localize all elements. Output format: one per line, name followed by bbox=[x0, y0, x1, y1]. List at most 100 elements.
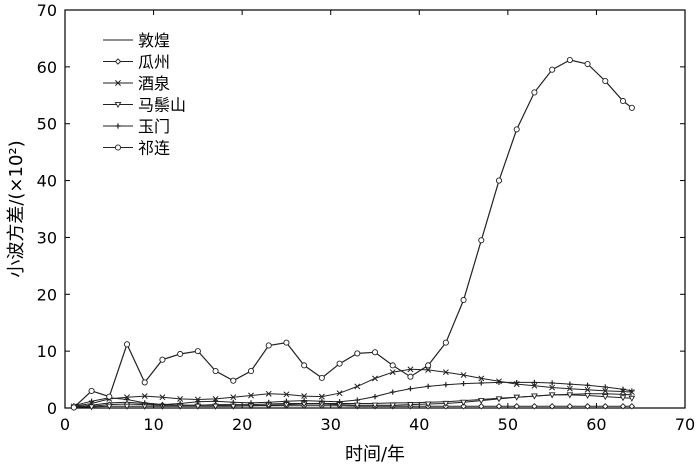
data-point bbox=[584, 60, 591, 68]
series-5 bbox=[70, 56, 635, 411]
data-point bbox=[460, 380, 467, 387]
data-point bbox=[566, 56, 573, 64]
data-point bbox=[407, 373, 414, 380]
data-point bbox=[70, 404, 77, 411]
data-point bbox=[265, 390, 272, 397]
data-point bbox=[460, 403, 467, 410]
data-point bbox=[443, 382, 449, 388]
data-point bbox=[105, 403, 113, 410]
data-point bbox=[390, 389, 396, 395]
data-point bbox=[602, 387, 609, 394]
data-point bbox=[248, 400, 254, 406]
legend-item: 酒泉 bbox=[103, 74, 170, 93]
data-point bbox=[460, 372, 467, 378]
data-point bbox=[142, 400, 148, 406]
data-point bbox=[407, 366, 414, 373]
data-point bbox=[301, 362, 308, 369]
data-point bbox=[478, 403, 485, 410]
data-point bbox=[620, 386, 626, 392]
data-point bbox=[566, 403, 574, 410]
x-tick-label: 70 bbox=[675, 415, 695, 434]
data-point bbox=[230, 394, 237, 401]
data-point bbox=[88, 404, 95, 411]
data-point bbox=[114, 58, 122, 65]
legend-label: 玉门 bbox=[138, 117, 170, 136]
data-point bbox=[159, 401, 166, 408]
data-point bbox=[248, 392, 254, 399]
data-point bbox=[566, 385, 573, 392]
legend-item: 瓜州 bbox=[103, 53, 170, 72]
data-point bbox=[513, 403, 520, 410]
data-point bbox=[194, 348, 201, 355]
data-point bbox=[354, 350, 361, 357]
data-point bbox=[123, 403, 131, 410]
series-2 bbox=[70, 366, 635, 410]
x-tick-label: 50 bbox=[498, 415, 518, 434]
y-tick-label: 0 bbox=[47, 399, 57, 418]
x-tick-label: 60 bbox=[586, 415, 606, 434]
legend-item: 敦煌 bbox=[103, 31, 170, 50]
data-point bbox=[114, 144, 122, 151]
y-tick-label: 40 bbox=[37, 172, 57, 191]
data-point bbox=[371, 402, 379, 409]
x-tick-label: 20 bbox=[232, 415, 252, 434]
data-point bbox=[549, 380, 555, 386]
x-axis-title: 时间/年 bbox=[345, 444, 405, 465]
data-point bbox=[159, 356, 166, 363]
data-point bbox=[115, 123, 121, 129]
data-point bbox=[354, 383, 361, 390]
data-point bbox=[478, 237, 485, 244]
data-point bbox=[425, 362, 432, 369]
x-tick-label: 10 bbox=[143, 415, 163, 434]
x-tick-label: 30 bbox=[321, 415, 341, 434]
axis-ticks: 0 10 20 30 40 50 60 70 0 10 20 30 40 50 60 70 bbox=[37, 1, 696, 434]
data-point bbox=[88, 398, 95, 404]
data-point bbox=[514, 379, 520, 386]
data-point bbox=[177, 395, 184, 402]
data-point bbox=[628, 395, 636, 402]
data-point bbox=[353, 402, 361, 409]
data-point bbox=[531, 382, 538, 389]
data-point bbox=[442, 339, 449, 346]
data-point bbox=[477, 398, 485, 405]
data-point bbox=[372, 394, 378, 400]
data-point bbox=[478, 375, 485, 382]
data-point bbox=[495, 177, 503, 184]
data-point bbox=[389, 362, 396, 369]
data-point bbox=[628, 403, 636, 410]
data-point bbox=[619, 97, 627, 105]
data-point bbox=[513, 394, 521, 401]
x-tick-label: 0 bbox=[60, 415, 70, 434]
data-point bbox=[283, 398, 290, 404]
data-point bbox=[584, 392, 591, 400]
data-point bbox=[336, 360, 343, 367]
data-point bbox=[141, 393, 148, 400]
data-point bbox=[159, 394, 166, 401]
data-point bbox=[619, 403, 627, 410]
data-point bbox=[230, 399, 236, 405]
data-point bbox=[548, 403, 556, 410]
data-point bbox=[336, 390, 343, 397]
data-point bbox=[425, 366, 432, 373]
data-point bbox=[442, 400, 450, 407]
data-point bbox=[371, 349, 379, 356]
data-point bbox=[123, 341, 131, 348]
y-tick-label: 30 bbox=[37, 228, 57, 247]
x-tick-label: 40 bbox=[409, 415, 429, 434]
data-point bbox=[566, 392, 574, 399]
data-point bbox=[177, 350, 184, 358]
legend-item: 玉门 bbox=[103, 117, 170, 136]
series-1 bbox=[70, 400, 636, 411]
data-point bbox=[531, 379, 538, 386]
data-point bbox=[549, 384, 556, 391]
data-point bbox=[247, 367, 255, 375]
data-point bbox=[602, 78, 609, 85]
data-point bbox=[628, 104, 635, 111]
data-point bbox=[354, 397, 360, 403]
y-tick-label: 60 bbox=[37, 58, 57, 77]
data-point bbox=[318, 393, 325, 400]
y-axis-title: 小波方差/(×10²) bbox=[6, 140, 27, 277]
series-4 bbox=[71, 379, 635, 409]
